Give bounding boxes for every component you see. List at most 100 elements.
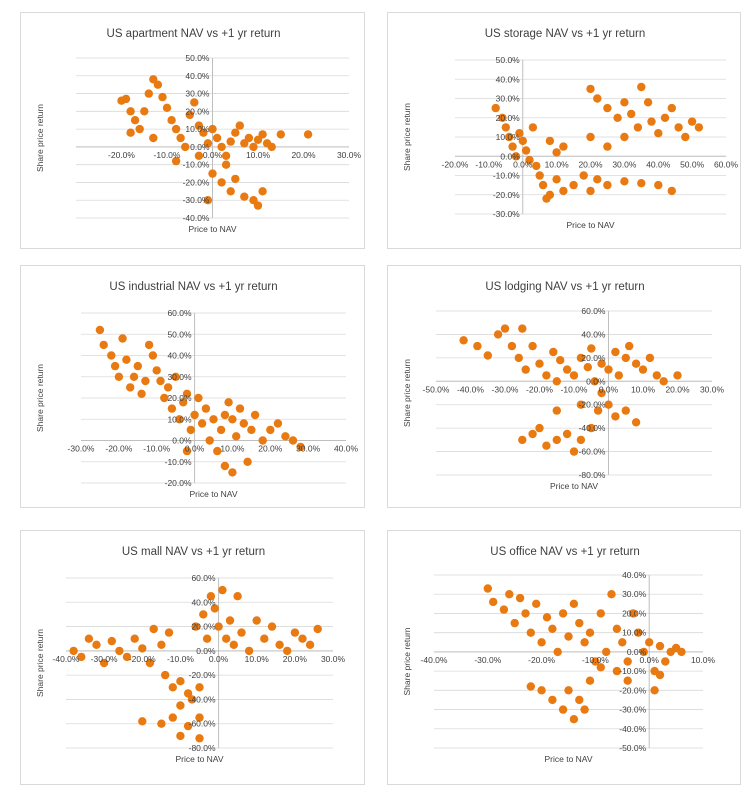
data-point [505,590,514,599]
data-point [313,624,322,634]
data-point [597,359,606,368]
x-tick-label: -10.0% [582,655,609,665]
data-point [521,365,530,374]
data-point [222,634,231,643]
data-point [229,640,238,649]
data-point [667,186,676,196]
y-tick-label: -40.0% [579,423,606,433]
data-point [203,196,213,205]
data-point [552,175,561,184]
data-point [637,179,646,188]
data-point [235,121,244,130]
y-tick-label: -10.0% [183,160,210,170]
x-tick-label: -20.0% [528,655,555,665]
y-tick-label: 10.0% [185,124,210,134]
data-point [252,616,261,625]
y-tick-label: 20.0% [622,608,647,618]
y-tick-label: 0.0% [190,142,210,152]
data-point [604,400,613,409]
data-point [240,192,249,201]
data-point [290,628,300,637]
data-point [226,137,235,146]
data-point [182,389,192,398]
data-point [190,98,199,107]
data-point [267,142,276,152]
data-point [183,689,193,698]
y-tick-label: 50.0% [167,329,192,339]
y-tick-label: 0.0% [586,376,606,386]
y-tick-label: 20.0% [191,622,216,632]
x-tick-label: -40.0% [457,384,484,394]
data-point [239,419,248,428]
data-point [152,366,161,375]
data-point [157,719,166,728]
data-point [591,657,600,666]
data-point [673,371,682,380]
y-axis-title: Share price return [35,104,45,172]
data-point [235,404,245,413]
y-tick-label: 0.0% [627,647,647,657]
data-point [276,130,285,139]
x-tick-label: 40.0% [334,444,359,454]
data-point [639,647,648,657]
y-tick-label: 0.0% [172,436,192,446]
data-point [130,634,139,643]
data-point [562,429,572,439]
data-point [537,638,546,647]
y-axis-title: Share price return [35,364,45,432]
y-tick-label: 40.0% [622,570,647,580]
x-tick-label: 20.0% [578,159,603,169]
data-point [77,652,86,662]
data-point [258,130,267,139]
y-tick-label: -60.0% [189,719,216,729]
data-point [552,148,561,157]
data-point [194,121,204,130]
data-point [586,132,595,142]
data-point [138,644,147,653]
data-point [549,347,558,357]
data-point [545,190,555,199]
chart-panel-office: US office NAV vs +1 yr return 40.0% 30.0% 2… [387,530,741,785]
data-point [604,365,613,374]
data-point [161,670,170,680]
data-point [526,628,535,637]
data-point [643,98,653,107]
data-point [247,425,256,435]
data-point [633,123,643,132]
data-point [518,136,527,146]
data-point [144,89,153,98]
y-tick-label: -40.0% [189,694,216,704]
data-point [528,341,537,351]
data-point [558,705,568,714]
y-tick-label: 40.0% [167,351,192,361]
data-point [677,647,686,657]
data-point [129,372,139,381]
data-point [201,404,211,413]
data-point [620,98,629,107]
data-point [107,636,117,646]
data-point [99,340,108,350]
data-point [206,592,216,601]
data-point [244,646,254,656]
y-tick-label: -10.0% [619,666,646,676]
data-point [168,713,177,722]
data-point [209,415,218,424]
data-point [620,177,629,186]
data-point [621,353,630,363]
data-point [210,604,219,613]
data-point [99,658,109,668]
data-point [182,446,192,456]
data-point [652,371,661,380]
y-tick-label: -20.0% [183,177,210,187]
y-tick-label: 10.0% [496,132,521,142]
data-point [156,376,165,386]
data-point [655,641,665,651]
data-point [121,94,131,104]
data-point [194,151,204,160]
data-point [621,406,630,415]
data-point [611,347,620,357]
data-point [580,705,589,714]
x-tick-label: -30.0% [474,655,501,665]
data-point [637,82,646,92]
data-point [183,721,193,731]
